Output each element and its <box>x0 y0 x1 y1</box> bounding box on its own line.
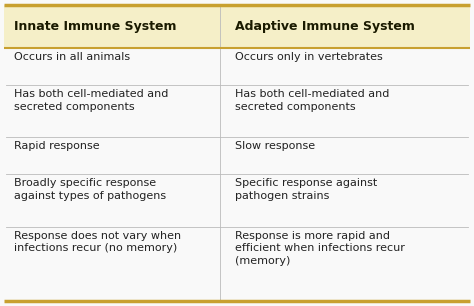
Text: Has both cell-mediated and
secreted components: Has both cell-mediated and secreted comp… <box>235 89 389 111</box>
Text: Response does not vary when
infections recur (no memory): Response does not vary when infections r… <box>14 231 182 253</box>
Text: Response is more rapid and
efficient when infections recur
(memory): Response is more rapid and efficient whe… <box>235 231 404 266</box>
Text: Rapid response: Rapid response <box>14 141 100 151</box>
Text: Specific response against
pathogen strains: Specific response against pathogen strai… <box>235 178 377 201</box>
Text: Broadly specific response
against types of pathogens: Broadly specific response against types … <box>14 178 166 201</box>
Bar <box>4 48 470 301</box>
Text: Slow response: Slow response <box>235 141 315 151</box>
Text: Occurs only in vertebrates: Occurs only in vertebrates <box>235 52 383 62</box>
Text: Innate Immune System: Innate Immune System <box>14 20 177 33</box>
Text: Has both cell-mediated and
secreted components: Has both cell-mediated and secreted comp… <box>14 89 169 111</box>
Text: Occurs in all animals: Occurs in all animals <box>14 52 130 62</box>
Text: Adaptive Immune System: Adaptive Immune System <box>235 20 414 33</box>
Bar <box>4 5 470 48</box>
